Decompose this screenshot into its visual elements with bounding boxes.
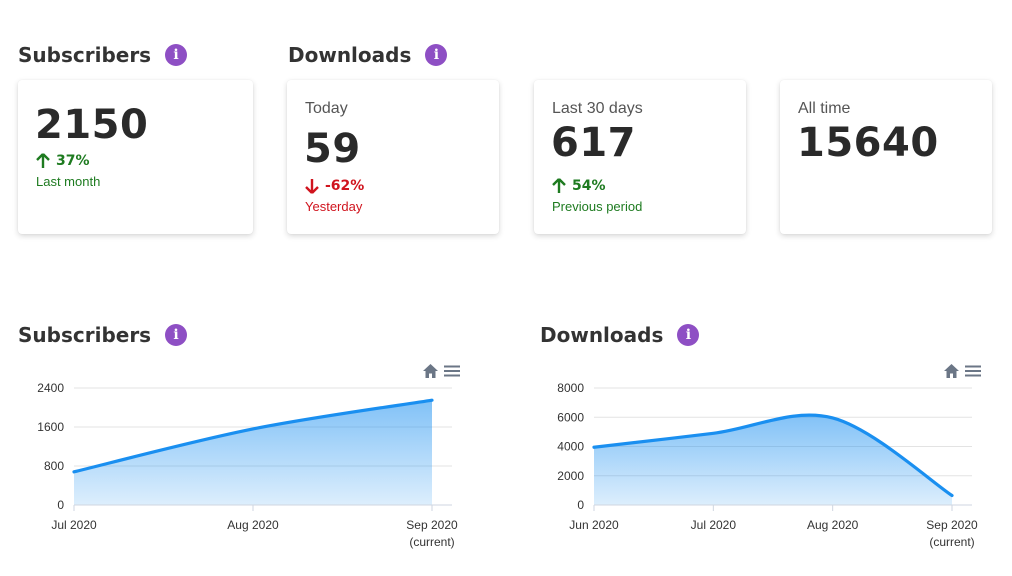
downloads-area-chart[interactable]: 0 2000 4000 6000 8000 Jun 2020 Jul 2020 Aug 202… [510,375,1010,565]
downloads-summary-title: Downloads [288,43,412,67]
downloads-today-trend: -62% [305,178,364,194]
subscribers-chart-toolbar [422,363,461,379]
info-icon[interactable]: i [165,44,188,66]
downloads-alltime-value: 15640 [797,120,939,166]
downloads-today-label: Today [305,100,348,117]
x-tick-label: Sep 2020 (current) [926,518,978,549]
downloads-today-value: 59 [304,126,361,172]
downloads-30days-change: 54% [572,178,606,194]
downloads-alltime-card: All time 15640 [780,80,992,234]
downloads-alltime-label: All time [798,100,851,117]
y-tick-label: 2400 [37,381,64,395]
subscribers-summary-title: Subscribers [18,43,152,67]
subscribers-area-chart[interactable]: 0 800 1600 2400 Jul 2020 Aug 2020 Sep 2020 (cur… [0,375,500,565]
y-tick-label: 800 [44,459,64,473]
arrow-up-icon [36,153,50,168]
y-tick-label: 4000 [557,440,584,454]
series-line[interactable] [72,398,434,474]
subscribers-total-card: 2150 37% Last month [18,80,253,234]
downloads-today-period: Yesterday [305,199,363,214]
arrow-up-icon [552,178,566,193]
downloads-today-card: Today 59 -62% Yesterday [287,80,499,234]
downloads-30days-label: Last 30 days [552,100,643,117]
downloads-summary-title-group: Downloads i [288,43,448,67]
downloads-30days-trend: 54% [552,178,606,194]
info-icon[interactable]: i [677,324,700,346]
y-tick-label: 6000 [557,410,584,424]
downloads-30days-value: 617 [551,120,636,166]
y-tick-label: 0 [577,498,584,512]
series-area [74,400,432,505]
subscribers-total-value: 2150 [35,102,149,148]
home-icon[interactable] [422,363,439,379]
menu-icon[interactable] [443,364,461,378]
menu-icon[interactable] [964,364,982,378]
downloads-chart-title: Downloads [540,323,664,347]
subscribers-period: Last month [36,174,101,189]
x-tick-label: Aug 2020 [807,518,859,532]
downloads-30days-period: Previous period [552,199,643,214]
x-tick-label: Jul 2020 [51,518,97,532]
home-icon[interactable] [943,363,960,379]
y-tick-label: 0 [57,498,64,512]
info-icon[interactable]: i [425,44,448,66]
downloads-30days-card: Last 30 days 617 54% Previous period [534,80,746,234]
y-tick-label: 2000 [557,469,584,483]
subscribers-change: 37% [56,153,90,169]
downloads-today-change: -62% [325,178,365,194]
subscribers-trend: 37% [36,153,90,169]
downloads-chart-toolbar [943,363,982,379]
info-icon[interactable]: i [165,324,188,346]
x-tick-label: Jul 2020 [691,518,737,532]
downloads-chart-title-group: Downloads i [540,323,700,347]
subscribers-summary-title-group: Subscribers i [18,43,188,67]
x-tick-label: Sep 2020 (current) [406,518,458,549]
series-area [594,415,952,505]
y-tick-label: 8000 [557,381,584,395]
x-tick-label: Aug 2020 [227,518,279,532]
y-tick-label: 1600 [37,420,64,434]
subscribers-chart-title: Subscribers [18,323,152,347]
x-tick-label: Jun 2020 [569,518,619,532]
subscribers-chart-title-group: Subscribers i [18,323,188,347]
arrow-down-icon [305,179,319,194]
series-line[interactable] [592,413,954,498]
